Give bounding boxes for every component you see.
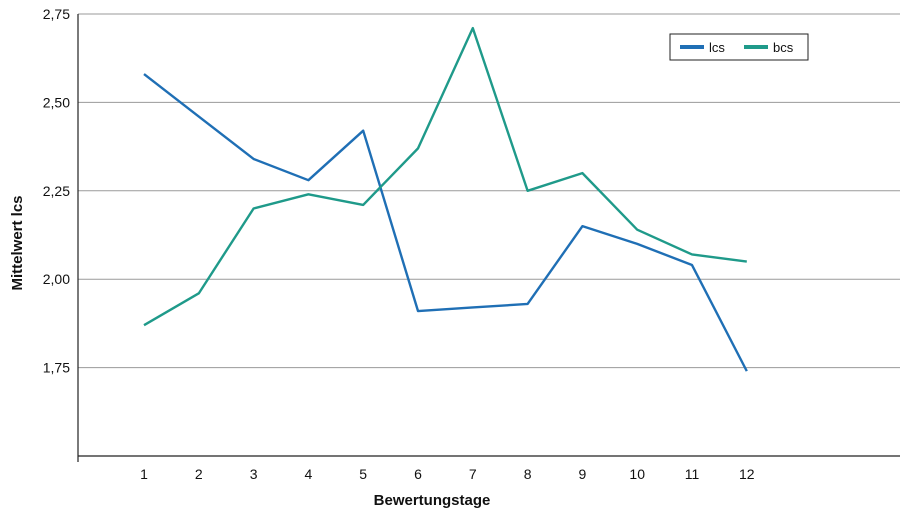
tick-labels: 1,752,002,252,502,751 2 3 4 5 6 7 8 9 10 11 12 bbox=[43, 6, 755, 482]
x-tick-label: 7 bbox=[469, 466, 477, 482]
x-tick-label: 10 bbox=[629, 466, 645, 482]
x-tick-label: 9 bbox=[579, 466, 587, 482]
x-tick-label: 5 bbox=[359, 466, 367, 482]
y-tick-label: 1,75 bbox=[43, 360, 70, 376]
legend: lcs bcs bbox=[669, 33, 809, 61]
series-line-bcs bbox=[143, 26, 747, 327]
x-tick-label: 2 bbox=[195, 466, 203, 482]
series bbox=[143, 26, 748, 372]
y-tick-label: 2,00 bbox=[43, 271, 70, 287]
x-tick-label: 1 bbox=[140, 466, 148, 482]
x-tick-label: 8 bbox=[524, 466, 532, 482]
x-tick-label: 12 bbox=[739, 466, 755, 482]
y-tick-label: 2,25 bbox=[43, 183, 70, 199]
legend-label: bcs bbox=[773, 40, 794, 55]
axes bbox=[77, 14, 900, 462]
y-tick-label: 2,50 bbox=[43, 94, 70, 110]
x-tick-label: 6 bbox=[414, 466, 422, 482]
x-tick-label: 11 bbox=[685, 466, 700, 482]
x-axis-title: Bewertungstage bbox=[374, 492, 491, 509]
y-tick-label: 2,75 bbox=[43, 6, 70, 22]
legend-label: lcs bbox=[709, 40, 725, 55]
y-axis-title: Mittelwert lcs bbox=[9, 195, 26, 290]
series-line-lcs bbox=[143, 73, 748, 372]
gridlines bbox=[78, 13, 900, 369]
x-tick-label: 3 bbox=[250, 466, 258, 482]
x-tick-label: 4 bbox=[305, 466, 313, 482]
